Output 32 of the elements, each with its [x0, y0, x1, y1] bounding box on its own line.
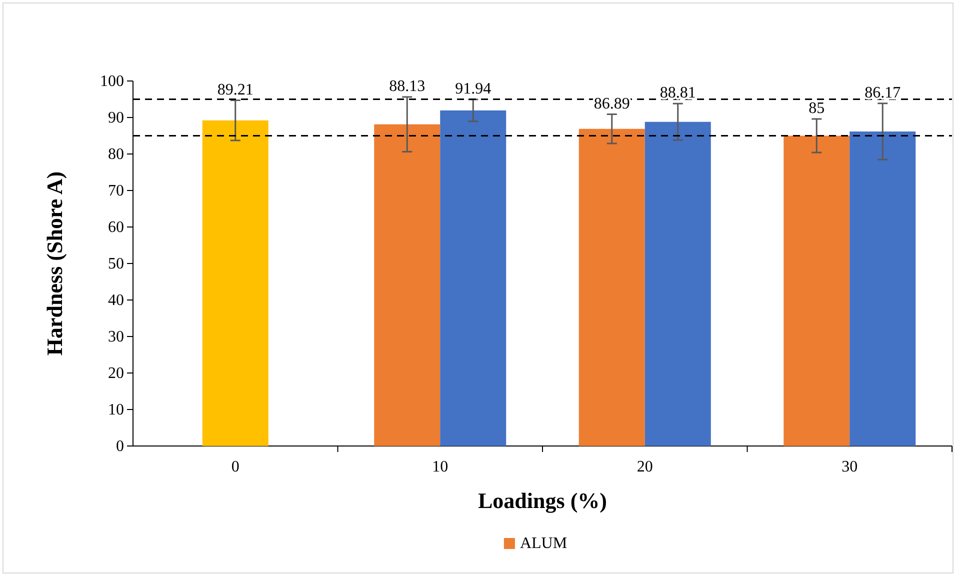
data-label: 86.17	[864, 84, 901, 102]
bar	[374, 124, 440, 446]
data-label: 89.21	[217, 81, 254, 98]
y-tick-label: 10	[108, 402, 124, 419]
y-tick-label: 80	[108, 146, 124, 164]
data-label: 88.81	[660, 84, 696, 102]
y-tick-label: 40	[108, 292, 124, 310]
x-tick-label: 20	[636, 458, 653, 476]
x-tick-label: 0	[231, 458, 240, 476]
bar	[784, 136, 850, 446]
y-tick-label: 20	[108, 365, 124, 382]
bar	[644, 122, 711, 446]
x-tick-label: 10	[432, 458, 448, 476]
data-label: 88.13	[389, 78, 426, 95]
bar	[202, 120, 268, 446]
y-tick-label: 90	[108, 110, 124, 127]
y-tick-label: 50	[108, 256, 124, 273]
data-label: 86.89	[594, 95, 630, 112]
y-tick-label: 70	[108, 182, 124, 200]
bar	[850, 131, 916, 446]
y-tick-label: 0	[116, 438, 124, 456]
bar	[440, 110, 506, 446]
y-axis-title: Hardness (Shore A)	[42, 171, 67, 356]
y-tick-label: 30	[108, 328, 124, 346]
bar	[578, 128, 645, 446]
x-tick-label: 30	[842, 458, 858, 476]
data-label: 91.94	[455, 80, 492, 98]
x-axis-title: Loadings (%)	[478, 488, 607, 513]
y-tick-label: 60	[108, 219, 124, 236]
legend-label: ALUM	[520, 535, 568, 552]
y-tick-label: 100	[100, 73, 124, 90]
data-label: 85	[808, 100, 825, 117]
